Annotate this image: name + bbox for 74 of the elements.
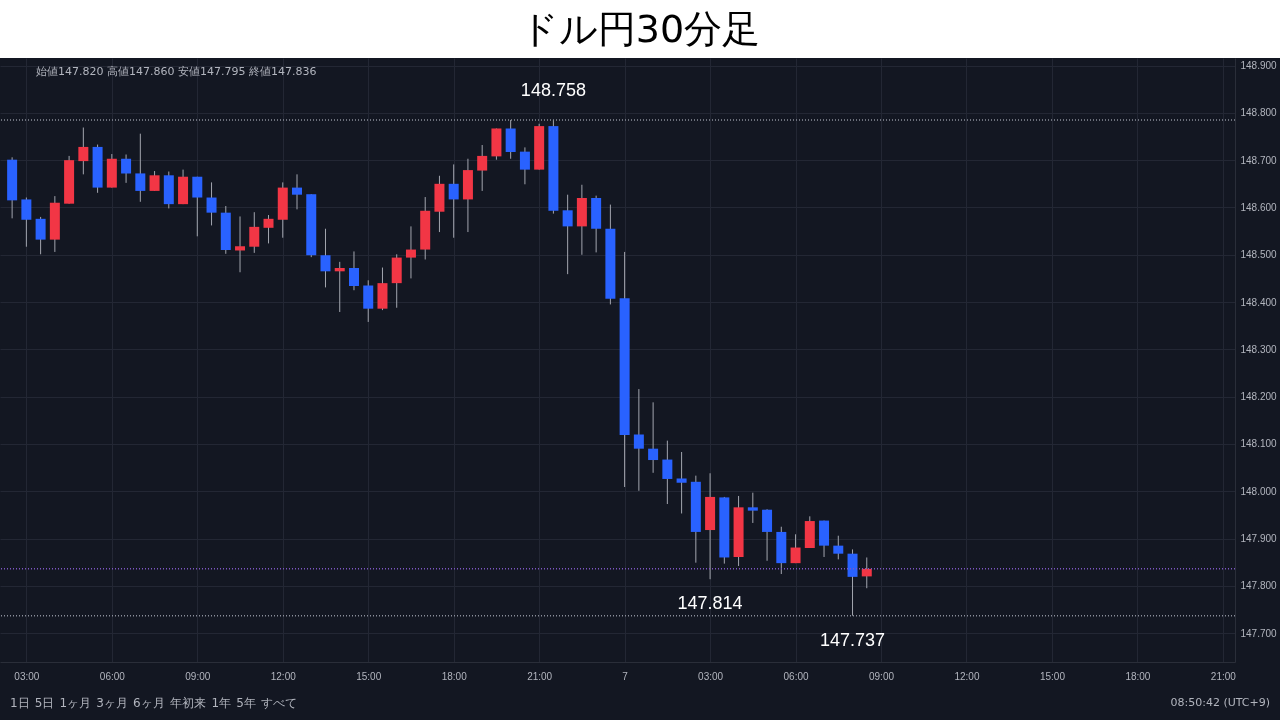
candlestick [35,216,46,255]
y-tick-label: 148.700 [1240,154,1278,166]
candlestick [192,176,203,237]
chart-title: ドル円30分足 [519,7,761,51]
text: 5日 [34,696,55,710]
text: 5年 [236,696,256,710]
x-tick-label: 21:00 [527,670,553,682]
text: 1日 [10,696,30,710]
text: 08:50:42 (UTC+9) [1170,696,1270,709]
x-tick-label: 09:00 [869,670,895,682]
candlestick [363,279,374,323]
candlestick [505,119,516,160]
x-tick-label: 18:00 [1125,670,1151,682]
x-tick-label: 21:00 [1210,670,1237,682]
annotation: 147.814 [677,593,743,614]
y-tick-label: 148.000 [1240,485,1278,497]
candlestick [320,228,331,288]
candlestick [648,401,659,474]
x-tick-label: 06:00 [783,670,809,682]
candlestick [263,214,274,244]
x-tick-label: 15:00 [356,670,382,682]
candlestick [519,146,530,185]
candlestick [348,250,359,291]
x-tick-label: 03:00 [698,670,724,682]
candlestick [334,261,345,313]
candlestick [21,197,32,248]
y-tick-label: 148.900 [1240,60,1278,72]
candlestick [633,388,644,492]
x-tick-label: 7 [622,670,629,682]
candlestick [662,440,673,505]
text: すべて [261,696,298,710]
annotation: 147.737 [819,629,886,650]
x-tick-label: 12:00 [270,670,297,682]
candlestick [676,451,687,514]
annotation: 148.758 [520,79,586,100]
candlestick [235,215,246,273]
candlestick [292,173,303,210]
candlestick [747,492,758,524]
candlestick [762,508,773,562]
x-tick-label: 12:00 [954,670,980,682]
candlestick [135,133,146,203]
y-tick-label: 147.700 [1240,627,1278,639]
candlestick [833,535,844,560]
y-tick-label: 148.200 [1240,391,1278,403]
candlestick [78,127,89,175]
x-tick-label: 03:00 [14,670,40,682]
y-tick-label: 148.300 [1240,343,1278,355]
x-tick-label: 15:00 [1039,670,1066,682]
text: 年初来 [169,696,206,710]
text: 3ヶ月 [96,696,128,710]
annotation: 始値147.820 高値147.860 安値147.795 終値147.836 [36,65,317,78]
y-tick-label: 148.600 [1240,201,1278,213]
candlestick [790,533,801,564]
candlestick [405,225,416,279]
candlestick [448,163,459,239]
candlestick [847,548,858,617]
candlestick [477,144,488,192]
y-tick-label: 147.800 [1240,580,1278,592]
candlestick [206,181,217,226]
text: 1ヶ月 [59,696,92,710]
x-tick-label: 06:00 [99,670,126,682]
candlestick [249,211,260,254]
y-tick-label: 148.800 [1240,107,1278,119]
y-tick-label: 148.500 [1240,249,1278,261]
y-tick-label: 148.100 [1240,438,1278,450]
y-tick-label: 148.400 [1240,296,1278,308]
y-tick-label: 147.900 [1240,533,1278,545]
x-tick-label: 09:00 [185,670,211,682]
text: 1年 [211,696,232,710]
x-tick-label: 18:00 [441,670,468,682]
candlestick [562,194,573,275]
candlestick [121,153,132,184]
candlestick [149,170,160,192]
text: 6ヶ月 [132,696,165,710]
